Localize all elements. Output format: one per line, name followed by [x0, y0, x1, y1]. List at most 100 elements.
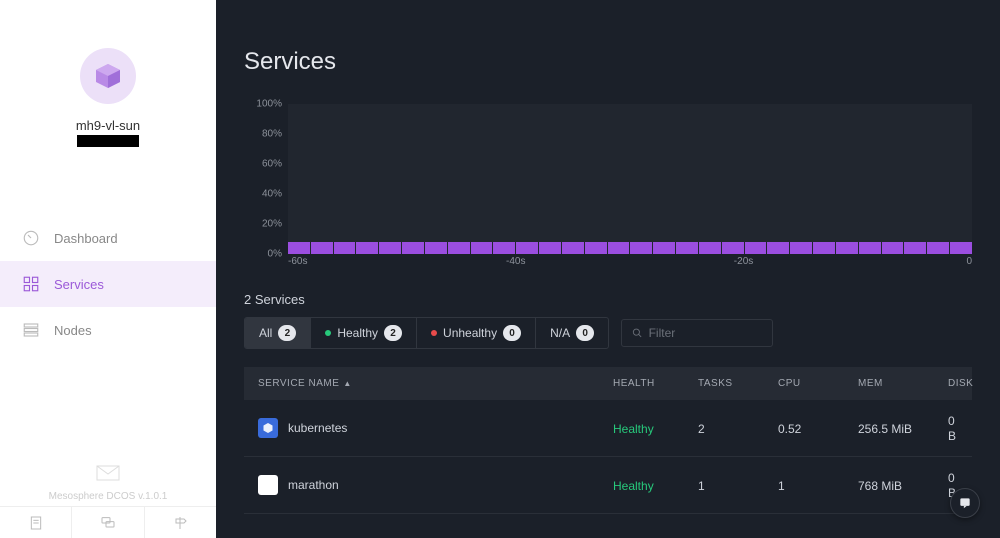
footer-icon-row [0, 506, 216, 538]
col-header-cpu[interactable]: CPU [778, 378, 858, 389]
chart-bar [471, 242, 493, 254]
help-button[interactable] [950, 488, 980, 518]
chart-bar [790, 242, 812, 254]
filter-count-badge: 0 [503, 325, 521, 341]
chart-bar [813, 242, 835, 254]
chart-bar [493, 242, 515, 254]
chart-bar [539, 242, 561, 254]
cpu-value: 0.52 [778, 422, 801, 436]
sidebar-item-label: Services [54, 277, 104, 292]
sidebar-footer: Mesosphere DCOS v.1.0.1 [0, 464, 216, 502]
chart-bar [927, 242, 949, 254]
x-tick: 0 [966, 256, 972, 267]
x-tick: -60s [288, 256, 307, 267]
services-table: SERVICE NAME ▲ HEALTH TASKS CPU MEM DISK… [216, 367, 1000, 514]
col-header-name[interactable]: SERVICE NAME ▲ [258, 378, 613, 389]
filter-tabs: All 2 Healthy 2 Unhealthy 0 N/A 0 [244, 317, 609, 349]
sidebar-item-label: Dashboard [54, 231, 118, 246]
sidebar-item-services[interactable]: Services [0, 261, 216, 307]
filter-tab-na[interactable]: N/A 0 [536, 318, 608, 348]
chart-bar [699, 242, 721, 254]
sidebar: mh9-vl-sun Dashboard Services Nodes [0, 0, 216, 538]
filter-input[interactable] [649, 326, 763, 340]
service-icon [258, 418, 278, 438]
disk-value: 0 B [948, 414, 956, 443]
sidebar-item-label: Nodes [54, 323, 92, 338]
cpu-value: 1 [778, 479, 785, 493]
chart-bar [448, 242, 470, 254]
chart-bar [745, 242, 767, 254]
y-tick: 0% [268, 249, 282, 260]
footer-btn-chat[interactable] [72, 507, 144, 538]
footer-btn-docs[interactable] [0, 507, 72, 538]
main-content: Services 100%80%60%40%20%0% -60s-40s-20s… [216, 0, 1000, 538]
chart-bar [653, 242, 675, 254]
sidebar-item-nodes[interactable]: Nodes [0, 307, 216, 353]
logo-circle [80, 48, 136, 104]
chart-bar [425, 242, 447, 254]
filter-tab-all[interactable]: All 2 [245, 318, 311, 348]
chart-bar [882, 242, 904, 254]
col-header-mem[interactable]: MEM [858, 378, 948, 389]
status-dot [431, 330, 437, 336]
filter-tab-label: Unhealthy [443, 326, 497, 340]
footer-btn-tour[interactable] [145, 507, 216, 538]
status-dot [325, 330, 331, 336]
col-header-disk[interactable]: DISK [948, 378, 973, 389]
filter-tab-unhealthy[interactable]: Unhealthy 0 [417, 318, 536, 348]
filter-input-wrap[interactable] [621, 319, 773, 347]
col-header-health[interactable]: HEALTH [613, 378, 698, 389]
chart-bar [767, 242, 789, 254]
x-tick: -40s [506, 256, 525, 267]
filter-count-badge: 2 [384, 325, 402, 341]
col-header-tasks[interactable]: TASKS [698, 378, 778, 389]
chart-bar [516, 242, 538, 254]
chart-bar [402, 242, 424, 254]
filter-count-badge: 0 [576, 325, 594, 341]
health-status: Healthy [613, 479, 654, 493]
filter-tab-label: Healthy [337, 326, 378, 340]
cluster-name: mh9-vl-sun [0, 118, 216, 133]
chat-icon [100, 515, 116, 531]
chart-bar [859, 242, 881, 254]
service-name: marathon [288, 478, 339, 492]
chart-bar [288, 242, 310, 254]
y-tick: 60% [262, 159, 282, 170]
filter-count-badge: 2 [278, 325, 296, 341]
chart-bar [950, 242, 972, 254]
cluster-redacted-bar [77, 135, 139, 147]
search-icon [632, 327, 642, 339]
version-text: Mesosphere DCOS v.1.0.1 [0, 491, 216, 502]
tasks-value: 2 [698, 422, 705, 436]
filter-row: All 2 Healthy 2 Unhealthy 0 N/A 0 [216, 317, 1000, 367]
chart-bar [356, 242, 378, 254]
grid-icon [22, 275, 40, 293]
y-tick: 40% [262, 189, 282, 200]
signpost-icon [172, 515, 188, 531]
chart-bar [722, 242, 744, 254]
y-tick: 80% [262, 129, 282, 140]
envelope-icon [95, 464, 121, 482]
tasks-value: 1 [698, 479, 705, 493]
filter-tab-label: N/A [550, 326, 570, 340]
mem-value: 256.5 MiB [858, 422, 912, 436]
table-row[interactable]: marathonHealthy11768 MiB0 B [244, 457, 972, 514]
chart-bar [904, 242, 926, 254]
chart-bar [676, 242, 698, 254]
chart-bar [311, 242, 333, 254]
gauge-icon [22, 229, 40, 247]
chart-bar [836, 242, 858, 254]
chart-bar [379, 242, 401, 254]
services-count: 2 Services [216, 292, 1000, 317]
chart-bar [334, 242, 356, 254]
service-icon [258, 475, 278, 495]
x-tick: -20s [734, 256, 753, 267]
sidebar-item-dashboard[interactable]: Dashboard [0, 215, 216, 261]
filter-tab-label: All [259, 326, 272, 340]
sort-caret-icon: ▲ [343, 379, 351, 388]
health-status: Healthy [613, 422, 654, 436]
filter-tab-healthy[interactable]: Healthy 2 [311, 318, 417, 348]
y-tick: 20% [262, 219, 282, 230]
chart-bar [608, 242, 630, 254]
table-row[interactable]: kubernetesHealthy20.52256.5 MiB0 B [244, 400, 972, 457]
